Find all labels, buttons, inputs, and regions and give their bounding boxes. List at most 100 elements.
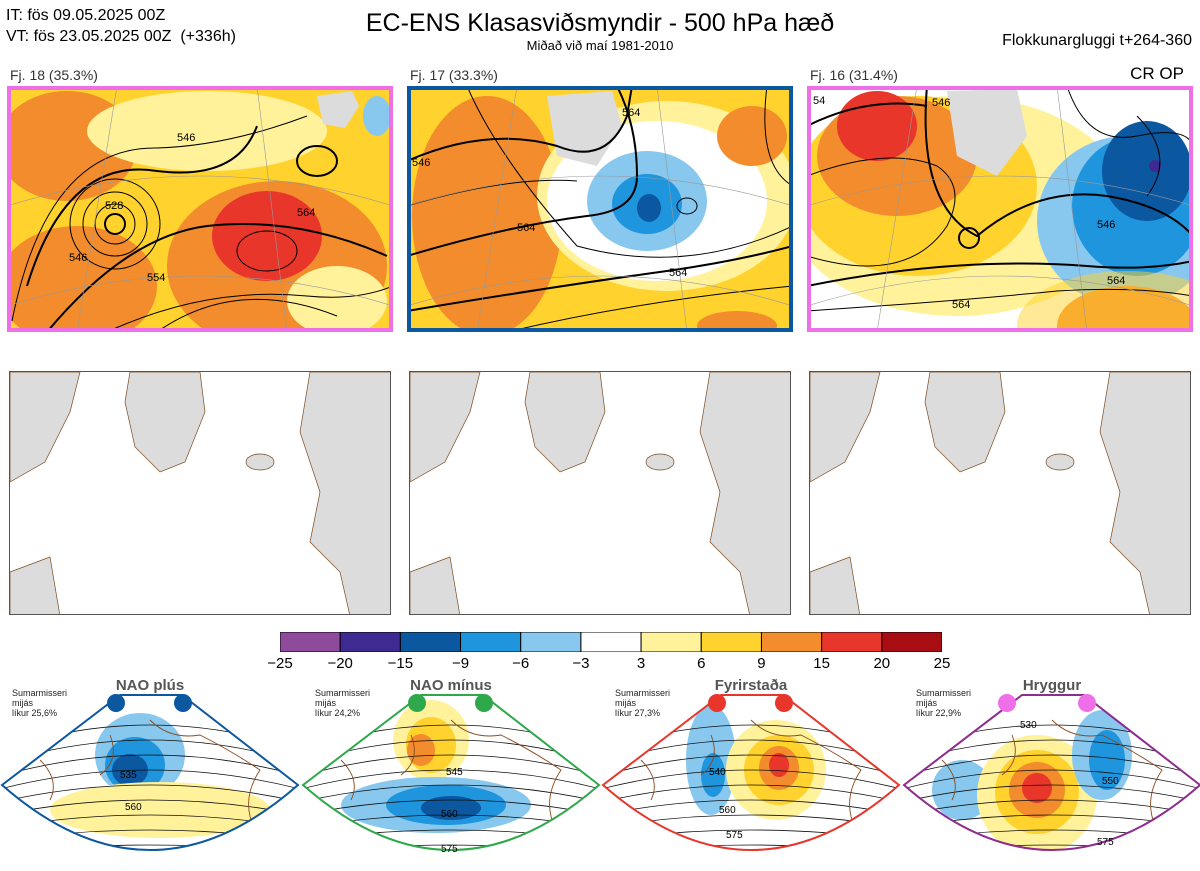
regime-field	[603, 695, 899, 850]
regime-info-season: Sumarmisseri	[12, 688, 68, 698]
regime-info-season: Sumarmisseri	[916, 688, 972, 698]
regime-contour-label: 540	[709, 767, 726, 778]
regime-contour	[2, 769, 298, 790]
valid-time-text: VT: fös 23.05.2025 00Z	[6, 28, 172, 45]
regime-contour-label: 560	[125, 802, 142, 813]
iceland-land	[245, 453, 275, 471]
colorbar-tick-label: −9	[451, 655, 470, 672]
cluster-label-2: Fj. 17 (33.3%)	[410, 67, 498, 83]
regime-info: Sumarmisseri mijás líkur 27,3%	[615, 688, 670, 718]
contours	[407, 86, 793, 332]
regime-info-quantity: mijás	[12, 698, 34, 708]
contour-label: 546	[932, 97, 950, 109]
regime-frame	[0, 694, 300, 851]
regime-info: Sumarmisseri mijás líkur 22,9%	[916, 688, 971, 718]
regime-anomaly	[407, 734, 435, 766]
cluster-label-3: Fj. 16 (31.4%)	[810, 67, 898, 83]
regime-info: Sumarmisseri mijás líkur 24,2%	[315, 688, 370, 718]
regime-marker-dot	[107, 694, 125, 712]
colorbar-segment	[460, 631, 522, 653]
cluster-frame	[407, 86, 793, 332]
contour-labels: 546 564 564 564	[412, 107, 687, 279]
greenland-land	[124, 372, 206, 473]
colorbar-tick-label: 3	[636, 655, 646, 672]
regime-contour	[2, 784, 298, 803]
cluster-map-3: 54 546 546 564 564	[807, 86, 1193, 332]
regime-panel: 540 560 575 Fyrirstaða Sumarmisseri mijás líku…	[601, 677, 901, 871]
regime-contour	[603, 799, 899, 816]
contour-labels: 546 528 546 564 554	[69, 132, 315, 284]
colorbar-tick-label: −3	[572, 655, 590, 672]
regime-anomaly	[421, 796, 481, 820]
anomaly-warm	[7, 226, 157, 332]
regime-info-prob: líkur 22,9%	[916, 708, 962, 718]
regime-contour	[303, 754, 599, 777]
regime-contour-label: 560	[719, 805, 736, 816]
regime-contour	[603, 754, 899, 777]
anomaly-warm	[717, 106, 787, 166]
cluster-frame	[807, 86, 1193, 332]
greenland-land	[924, 372, 1006, 473]
greenland-land	[524, 372, 606, 473]
regime-marker-dot	[475, 694, 493, 712]
colorbar-segment	[279, 631, 341, 653]
regime-panel: 545 560 575 NAO mínus Sumarmisseri mijás líkur…	[301, 677, 601, 871]
cluster-map-1-svg: 546 528 546 564 554	[7, 86, 393, 332]
land	[810, 556, 861, 614]
contour-labels: 54 546 546 564 564	[813, 95, 1125, 311]
cluster-label-1: Fj. 18 (35.3%)	[10, 67, 98, 83]
colorbar	[279, 631, 943, 653]
colorbar-tick-label: 9	[757, 655, 766, 672]
regime-info-season: Sumarmisseri	[315, 688, 371, 698]
colorbar-tick-label: −25	[267, 655, 293, 672]
regime-contour-label: 575	[1097, 837, 1114, 848]
regime-contour	[2, 799, 298, 816]
regime-contour	[603, 784, 899, 803]
iceland-land	[1045, 453, 1075, 471]
colorbar-segment	[640, 631, 702, 653]
europe-land	[1099, 372, 1190, 614]
colorbar-svg	[279, 631, 943, 653]
regime-info-quantity: mijás	[916, 698, 938, 708]
base-map-3-svg	[810, 372, 1190, 614]
canada-land	[410, 372, 481, 483]
regime-info-quantity: mijás	[315, 698, 337, 708]
regime-field	[2, 695, 298, 850]
contour-label: 564	[622, 107, 640, 119]
land	[10, 556, 61, 614]
contour-label: 564	[952, 299, 970, 311]
regime-contour-label: 530	[1020, 720, 1037, 731]
regime-info-quantity: mijás	[615, 698, 637, 708]
regime-anomaly	[769, 753, 789, 777]
anomaly-extreme	[1149, 160, 1161, 172]
regime-name: NAO mínus	[410, 677, 492, 694]
regime-panel: 530 550 575 Hryggur Sumarmisseri mijás líkur 2…	[902, 677, 1200, 871]
graticule	[407, 86, 793, 332]
cr-op-label: CR OP	[1130, 64, 1184, 83]
regime-marker-dot	[408, 694, 426, 712]
regime-info-prob: líkur 27,3%	[615, 708, 661, 718]
cluster-frame	[7, 86, 393, 332]
contours	[11, 115, 393, 332]
contour-label: 54	[813, 95, 825, 107]
classification-window: Flokkunargluggi t+264-360	[1002, 32, 1192, 49]
colorbar-tick-label: 25	[933, 655, 951, 672]
regime-name: Fyrirstaða	[714, 677, 788, 694]
colorbar-tick-label: −15	[387, 655, 414, 672]
canada-land	[10, 372, 81, 483]
colorbar-tick-label: 6	[697, 655, 706, 672]
contour-label: 546	[1097, 219, 1115, 231]
colorbar-tick-label: 20	[873, 655, 891, 672]
regime-contour-label: 550	[1102, 776, 1119, 787]
contour-label: 564	[1107, 275, 1125, 287]
cluster-map-2-svg: 546 564 564 564	[407, 86, 793, 332]
regime-field	[303, 695, 599, 850]
anomaly-hot	[837, 91, 917, 161]
contours	[807, 86, 1193, 312]
regime-name: NAO plús	[115, 677, 185, 694]
anomaly-weak	[87, 91, 327, 171]
base-map-2-svg	[410, 372, 790, 614]
contour-label: 546	[177, 132, 195, 144]
contour-label: 564	[669, 267, 687, 279]
regime-frame	[301, 694, 601, 851]
